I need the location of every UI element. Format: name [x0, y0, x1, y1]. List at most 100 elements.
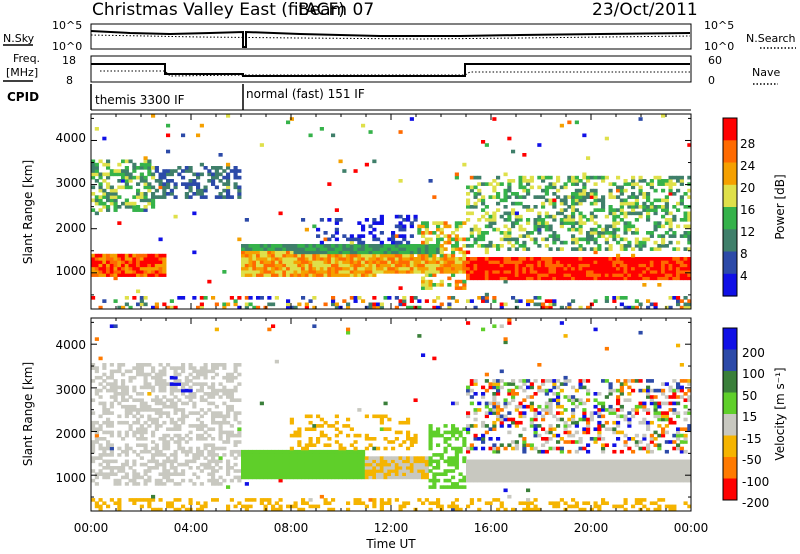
power-cell [454, 221, 459, 225]
velocity-cell [196, 372, 201, 377]
velocity-cell [601, 401, 606, 406]
power-cell [379, 266, 384, 271]
velocity-cell [526, 379, 531, 383]
velocity-cell [192, 459, 197, 464]
power-cell [237, 175, 242, 180]
power-cell [582, 175, 587, 180]
power-cell [638, 244, 643, 248]
velocity-cell [511, 462, 516, 467]
velocity-cell [203, 446, 208, 451]
velocity-cell [514, 408, 519, 412]
power-cell [91, 273, 96, 277]
power-cell [631, 201, 636, 206]
velocity-cell [226, 388, 231, 393]
power-cell [113, 201, 118, 206]
velocity-cell [199, 382, 204, 386]
power-cell [649, 276, 654, 281]
velocity-cell [139, 427, 144, 432]
power-cell [601, 273, 606, 277]
velocity-cell [181, 363, 186, 367]
power-cell [529, 273, 534, 277]
velocity-cell [496, 498, 501, 502]
power-cell [503, 231, 508, 235]
power-cell [582, 195, 587, 199]
velocity-cell [143, 420, 148, 425]
velocity-cell [458, 430, 463, 435]
velocity-cell [226, 404, 231, 409]
velocity-cell [346, 330, 351, 335]
velocity-cell [278, 498, 283, 502]
power-cell [653, 240, 658, 245]
power-cell [286, 120, 291, 125]
power-cell [361, 244, 366, 248]
power-cell [469, 270, 474, 274]
velocity-cell [162, 388, 167, 393]
power-cell [578, 270, 583, 274]
power-cell [522, 185, 527, 190]
power-cell [612, 296, 617, 300]
velocity-cell [177, 372, 182, 377]
power-cell [162, 182, 167, 186]
velocity-cell [424, 475, 429, 480]
power-cell [589, 192, 594, 196]
velocity-cell [312, 449, 317, 454]
power-cell [391, 270, 396, 274]
power-cell [619, 211, 624, 216]
velocity-cell [649, 433, 654, 438]
velocity-cell [91, 424, 96, 428]
velocity-cell [132, 462, 137, 467]
power-cell [143, 266, 148, 271]
power-cell [428, 247, 433, 251]
power-cell [556, 179, 561, 183]
power-cell [589, 257, 594, 261]
power-cell [664, 205, 669, 209]
power-cell [192, 296, 197, 300]
power-cell [522, 179, 527, 183]
velocity-cell [361, 449, 366, 454]
velocity-cell [312, 469, 317, 473]
velocity-cell [124, 472, 129, 477]
velocity-cell [207, 459, 212, 464]
velocity-cell [297, 456, 302, 460]
power-cell [196, 188, 201, 193]
power-cell [143, 263, 148, 268]
velocity-cell [503, 417, 508, 422]
velocity-cell [394, 469, 399, 473]
power-cell [529, 276, 534, 281]
power-cell [657, 270, 662, 274]
velocity-cell [616, 424, 621, 428]
power-cell [447, 237, 452, 242]
power-cell [162, 169, 167, 173]
power-cell [687, 257, 692, 261]
velocity-cell [323, 466, 328, 470]
noise-tick-left-top: 10^5 [52, 19, 82, 32]
power-cell [526, 257, 531, 261]
power-cell [282, 266, 287, 271]
velocity-cell [601, 462, 606, 467]
velocity-cell [541, 462, 546, 467]
power-cell [664, 179, 669, 183]
velocity-cell [158, 385, 163, 390]
velocity-cell [338, 443, 343, 448]
power-cell [102, 188, 107, 193]
velocity-cell [646, 466, 651, 470]
power-cell [496, 227, 501, 232]
power-cell [552, 182, 557, 186]
velocity-cell [211, 449, 216, 454]
power-cell [128, 273, 133, 277]
velocity-cell [653, 408, 658, 412]
power-cell [556, 234, 561, 238]
velocity-cell [102, 363, 107, 367]
velocity-cell [488, 475, 493, 480]
power-cell [151, 114, 156, 118]
power-cell [642, 237, 647, 242]
velocity-cell [428, 424, 433, 428]
velocity-cell [376, 466, 381, 470]
power-cell [556, 195, 561, 199]
power-cell [593, 257, 598, 261]
velocity-cell [353, 440, 358, 444]
velocity-cell [593, 469, 598, 473]
velocity-cell [199, 398, 204, 403]
velocity-cell [507, 469, 512, 473]
velocity-cell [612, 388, 617, 393]
